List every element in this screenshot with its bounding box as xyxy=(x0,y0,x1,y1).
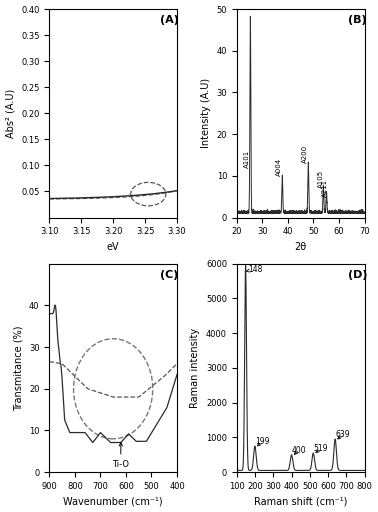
Text: A211: A211 xyxy=(322,179,328,197)
X-axis label: 2θ: 2θ xyxy=(294,242,307,252)
Text: A200: A200 xyxy=(302,145,308,163)
Y-axis label: Transmitance (%): Transmitance (%) xyxy=(14,325,23,411)
Text: 519: 519 xyxy=(313,444,328,453)
Text: Ti-O: Ti-O xyxy=(112,443,129,468)
Text: (B): (B) xyxy=(348,15,367,25)
Y-axis label: Raman intensity: Raman intensity xyxy=(191,328,200,408)
Text: (D): (D) xyxy=(348,270,367,280)
X-axis label: eV: eV xyxy=(107,242,119,252)
Y-axis label: Intensity (A.U): Intensity (A.U) xyxy=(201,78,211,148)
Y-axis label: Abs² (A.U): Abs² (A.U) xyxy=(6,89,15,138)
Text: 400: 400 xyxy=(291,446,306,455)
Text: A105: A105 xyxy=(318,170,324,188)
X-axis label: Raman shift (cm⁻¹): Raman shift (cm⁻¹) xyxy=(254,497,347,506)
Text: 199: 199 xyxy=(255,437,270,446)
Text: (C): (C) xyxy=(160,270,179,280)
Text: A101: A101 xyxy=(243,150,249,167)
X-axis label: Wavenumber (cm⁻¹): Wavenumber (cm⁻¹) xyxy=(64,497,163,506)
Text: A004: A004 xyxy=(276,158,282,176)
Text: 148: 148 xyxy=(246,265,263,274)
Text: (A): (A) xyxy=(160,15,179,25)
Text: 639: 639 xyxy=(335,430,350,439)
